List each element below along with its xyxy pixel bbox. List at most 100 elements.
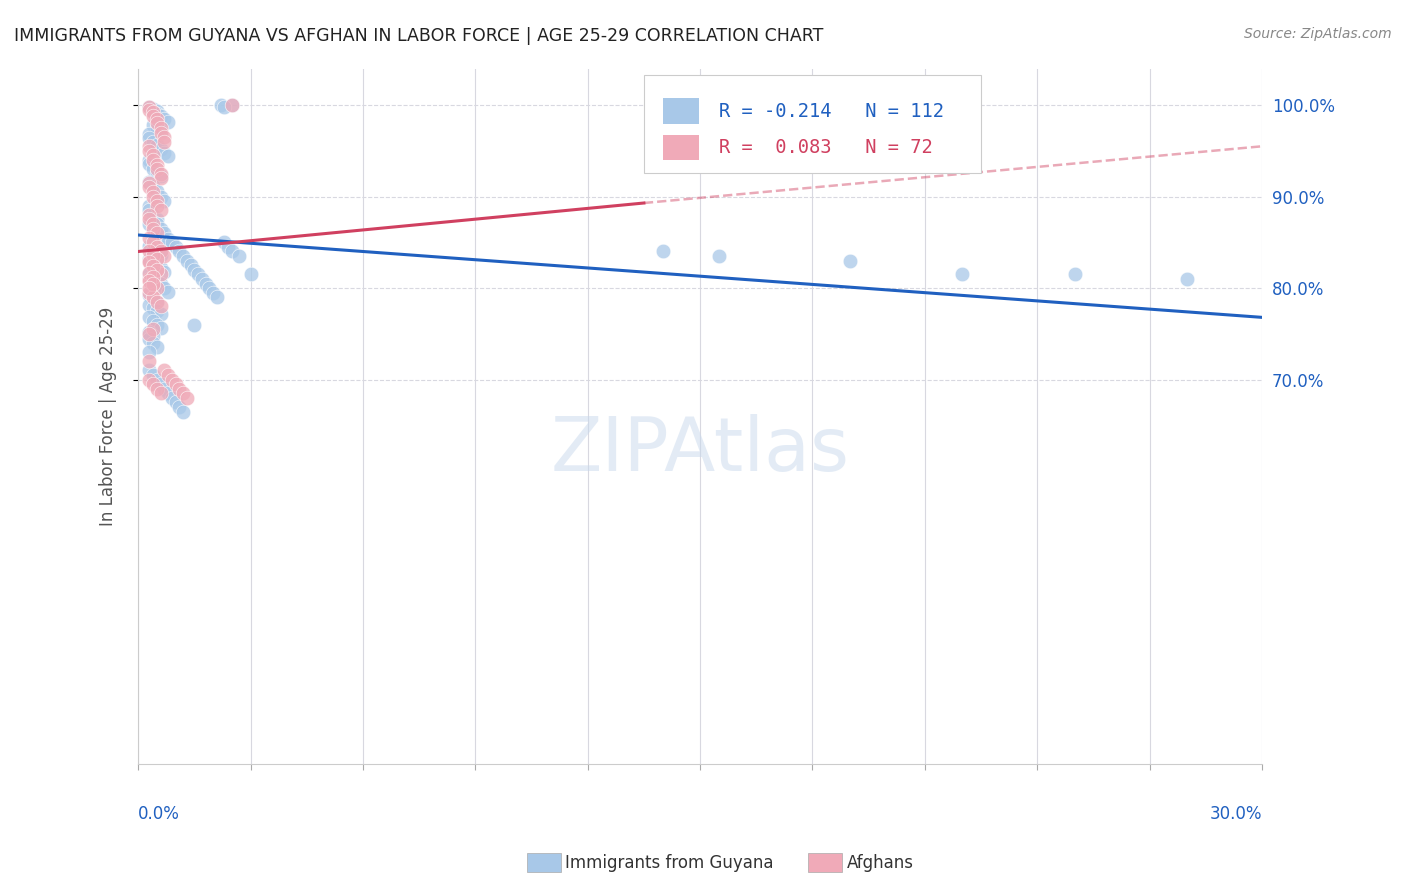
- Point: [138, 345, 160, 359]
- Point: [138, 268, 160, 282]
- Point: [146, 224, 169, 238]
- Point: [138, 203, 160, 218]
- Point: [157, 386, 180, 401]
- Point: [142, 290, 165, 304]
- Point: [142, 301, 165, 316]
- Point: [146, 340, 169, 354]
- Point: [142, 277, 165, 291]
- Point: [149, 142, 172, 156]
- Text: ZIPAtlas: ZIPAtlas: [551, 415, 849, 487]
- Point: [153, 130, 176, 145]
- Point: [157, 114, 180, 128]
- Point: [839, 253, 862, 268]
- Point: [157, 149, 180, 163]
- Point: [149, 307, 172, 321]
- Text: R =  0.083   N = 72: R = 0.083 N = 72: [720, 138, 934, 157]
- Point: [142, 277, 165, 292]
- Point: [172, 404, 194, 418]
- Point: [149, 299, 172, 313]
- Point: [153, 226, 176, 240]
- Point: [202, 285, 225, 300]
- Point: [138, 281, 160, 295]
- Text: Afghans: Afghans: [846, 854, 914, 871]
- Point: [142, 258, 165, 272]
- Point: [209, 98, 232, 112]
- Point: [153, 112, 176, 126]
- Point: [191, 272, 214, 286]
- Point: [146, 166, 169, 180]
- Point: [146, 162, 169, 177]
- Point: [138, 128, 160, 142]
- Point: [142, 109, 165, 123]
- Point: [1063, 268, 1085, 282]
- Point: [214, 100, 236, 114]
- Point: [146, 244, 169, 259]
- Point: [146, 318, 169, 332]
- Point: [950, 268, 973, 282]
- Point: [153, 249, 176, 263]
- Point: [138, 297, 160, 311]
- Point: [146, 373, 169, 387]
- Point: [138, 354, 160, 368]
- Point: [165, 240, 187, 254]
- Point: [146, 116, 169, 130]
- Point: [138, 144, 160, 158]
- Point: [149, 167, 172, 181]
- Point: [146, 382, 169, 396]
- Point: [149, 189, 172, 203]
- Point: [146, 107, 169, 121]
- Point: [142, 270, 165, 285]
- Text: Source: ZipAtlas.com: Source: ZipAtlas.com: [1244, 27, 1392, 41]
- Point: [146, 158, 169, 172]
- Point: [146, 294, 169, 309]
- Point: [142, 292, 165, 306]
- Point: [138, 100, 160, 114]
- Point: [149, 268, 172, 282]
- Point: [149, 203, 172, 218]
- Point: [138, 255, 160, 269]
- Point: [149, 377, 172, 392]
- Point: [149, 124, 172, 138]
- Point: [138, 373, 160, 387]
- Point: [707, 249, 730, 263]
- Point: [172, 249, 194, 263]
- Point: [160, 391, 183, 405]
- Point: [149, 260, 172, 275]
- Point: [138, 272, 160, 286]
- Point: [142, 220, 165, 235]
- Point: [138, 363, 160, 377]
- Point: [142, 243, 165, 257]
- Text: Immigrants from Guyana: Immigrants from Guyana: [565, 854, 773, 871]
- Point: [149, 221, 172, 235]
- Point: [149, 277, 172, 292]
- Point: [142, 368, 165, 382]
- Point: [142, 235, 165, 250]
- Text: 30.0%: 30.0%: [1209, 805, 1263, 823]
- Point: [138, 139, 160, 153]
- Point: [138, 244, 160, 259]
- Point: [142, 105, 165, 120]
- Point: [149, 248, 172, 262]
- Point: [146, 184, 169, 198]
- Point: [146, 258, 169, 272]
- Point: [228, 249, 250, 263]
- Point: [169, 400, 191, 414]
- Point: [146, 262, 169, 277]
- Point: [172, 386, 194, 401]
- Point: [138, 175, 160, 189]
- Point: [146, 212, 169, 227]
- Text: IMMIGRANTS FROM GUYANA VS AFGHAN IN LABOR FORCE | AGE 25-29 CORRELATION CHART: IMMIGRANTS FROM GUYANA VS AFGHAN IN LABO…: [14, 27, 824, 45]
- Point: [142, 377, 165, 392]
- Point: [142, 259, 165, 273]
- Point: [153, 281, 176, 295]
- Point: [138, 253, 160, 268]
- Point: [138, 231, 160, 245]
- Point: [138, 274, 160, 288]
- Point: [138, 153, 160, 167]
- FancyBboxPatch shape: [644, 76, 981, 173]
- Point: [153, 265, 176, 279]
- Point: [138, 103, 160, 117]
- Point: [149, 126, 172, 140]
- Point: [146, 138, 169, 153]
- Point: [160, 235, 183, 250]
